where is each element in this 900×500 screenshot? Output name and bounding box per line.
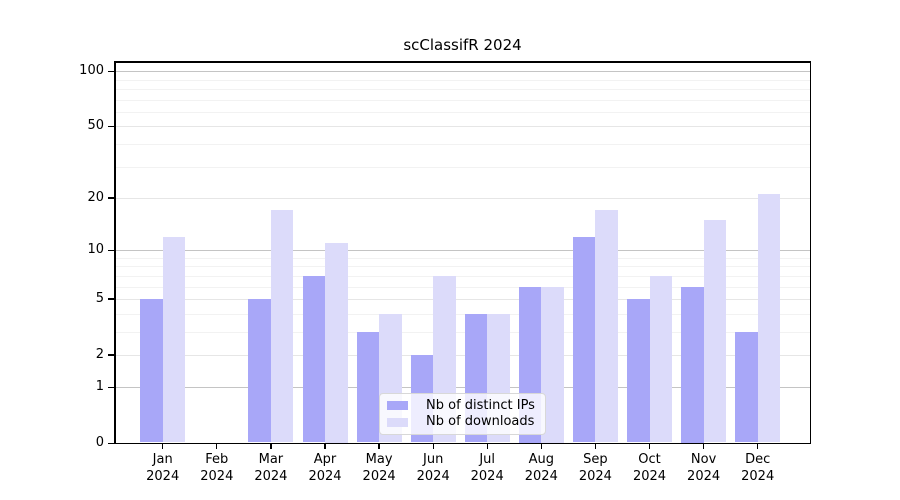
y-tick-label: 20 xyxy=(87,189,104,205)
plot-border-right xyxy=(809,61,811,444)
x-tick xyxy=(594,444,597,449)
x-tick-label: Oct 2024 xyxy=(632,452,667,484)
gridline-minor xyxy=(114,79,811,81)
x-tick-label: Jun 2024 xyxy=(416,452,450,484)
bar-dec-downloads xyxy=(757,194,781,443)
bar-sep-distinct-ips xyxy=(572,236,596,443)
y-tick-label: 5 xyxy=(95,290,104,306)
gridline-minor xyxy=(114,257,811,259)
x-tick xyxy=(540,444,542,449)
gridline-minor xyxy=(114,266,811,268)
gridline-mid xyxy=(114,298,811,300)
plot-border-bottom xyxy=(114,442,811,444)
y-tick xyxy=(108,197,114,199)
y-tick xyxy=(108,386,114,389)
gridline-mid xyxy=(114,197,811,199)
plot-border-left xyxy=(114,61,116,444)
x-tick xyxy=(162,444,164,449)
bar-mar-downloads xyxy=(270,210,294,443)
y-tick-label: 2 xyxy=(95,346,104,362)
x-tick xyxy=(270,444,272,449)
bar-apr-distinct-ips xyxy=(302,275,325,443)
gridline-minor xyxy=(114,286,811,288)
gridline-major xyxy=(114,387,811,389)
legend-label-downloads: Nb of downloads xyxy=(426,414,535,430)
y-tick xyxy=(108,442,114,445)
bar-may-distinct-ips xyxy=(356,331,380,443)
plot-border-top xyxy=(114,61,811,63)
y-tick xyxy=(108,298,114,300)
x-tick xyxy=(486,444,488,449)
x-tick-label: Apr 2024 xyxy=(308,452,342,484)
x-tick xyxy=(757,444,759,449)
bar-nov-distinct-ips xyxy=(681,286,704,443)
legend-swatch-downloads xyxy=(387,417,408,427)
gridline-mid xyxy=(114,126,811,128)
gridline-major xyxy=(114,71,811,73)
y-tick xyxy=(108,354,114,356)
x-tick xyxy=(432,444,434,449)
x-tick-label: Nov 2024 xyxy=(687,452,721,484)
chart-title: scClassifR 2024 xyxy=(403,36,522,54)
bar-sep-downloads xyxy=(595,210,618,443)
y-tick-label: 0 xyxy=(95,435,104,451)
x-tick xyxy=(378,444,380,449)
gridline-minor xyxy=(114,144,811,145)
x-tick-label: Feb 2024 xyxy=(200,452,234,484)
bar-jan-downloads xyxy=(162,236,186,443)
bar-mar-distinct-ips xyxy=(248,298,271,443)
y-tick-label: 50 xyxy=(87,118,104,134)
legend-item-distinct-ips: Nb of distinct IPs xyxy=(387,398,539,414)
bar-oct-distinct-ips xyxy=(627,298,650,443)
legend-swatch-distinct-ips xyxy=(387,401,408,411)
x-tick xyxy=(216,444,218,449)
x-tick-label: Aug 2024 xyxy=(524,452,558,484)
y-tick-label: 1 xyxy=(95,379,104,395)
x-tick xyxy=(702,444,705,449)
gridline-minor xyxy=(114,99,811,101)
bar-jan-distinct-ips xyxy=(140,298,163,443)
legend-label-distinct-ips: Nb of distinct IPs xyxy=(426,397,535,413)
gridline-minor xyxy=(114,166,811,168)
plot-area: Nb of distinct IPs Nb of downloads 0 1 2 5 1… xyxy=(79,61,811,484)
x-tick-label: May 2024 xyxy=(362,452,396,484)
y-tick xyxy=(108,249,114,251)
x-tick-label: Mar 2024 xyxy=(254,452,288,484)
y-tick-label: 10 xyxy=(87,242,104,257)
x-tick-label: Sep 2024 xyxy=(578,452,612,484)
bar-nov-downloads xyxy=(703,219,727,443)
x-tick xyxy=(324,444,326,449)
x-tick-label: Jan 2024 xyxy=(146,452,180,484)
gridline-minor xyxy=(114,112,811,113)
bar-oct-downloads xyxy=(649,275,672,443)
gridline-major xyxy=(114,250,811,251)
gridline-minor xyxy=(114,313,811,315)
gridline-mid xyxy=(114,354,811,356)
x-tick-label: Dec 2024 xyxy=(741,452,775,484)
gridline-minor xyxy=(114,89,811,91)
legend-item-downloads: Nb of downloads xyxy=(387,414,539,430)
gridline-minor xyxy=(114,331,811,333)
bar-dec-distinct-ips xyxy=(735,331,758,443)
y-tick-label: 100 xyxy=(79,63,104,79)
x-tick xyxy=(648,444,651,449)
legend: Nb of distinct IPs Nb of downloads xyxy=(379,393,546,435)
y-tick xyxy=(108,70,114,73)
gridline-minor xyxy=(114,275,811,277)
y-tick xyxy=(108,125,114,128)
x-tick-label: Jul 2024 xyxy=(470,452,504,484)
bar-aug-downloads xyxy=(541,286,564,443)
bar-apr-downloads xyxy=(325,243,348,443)
